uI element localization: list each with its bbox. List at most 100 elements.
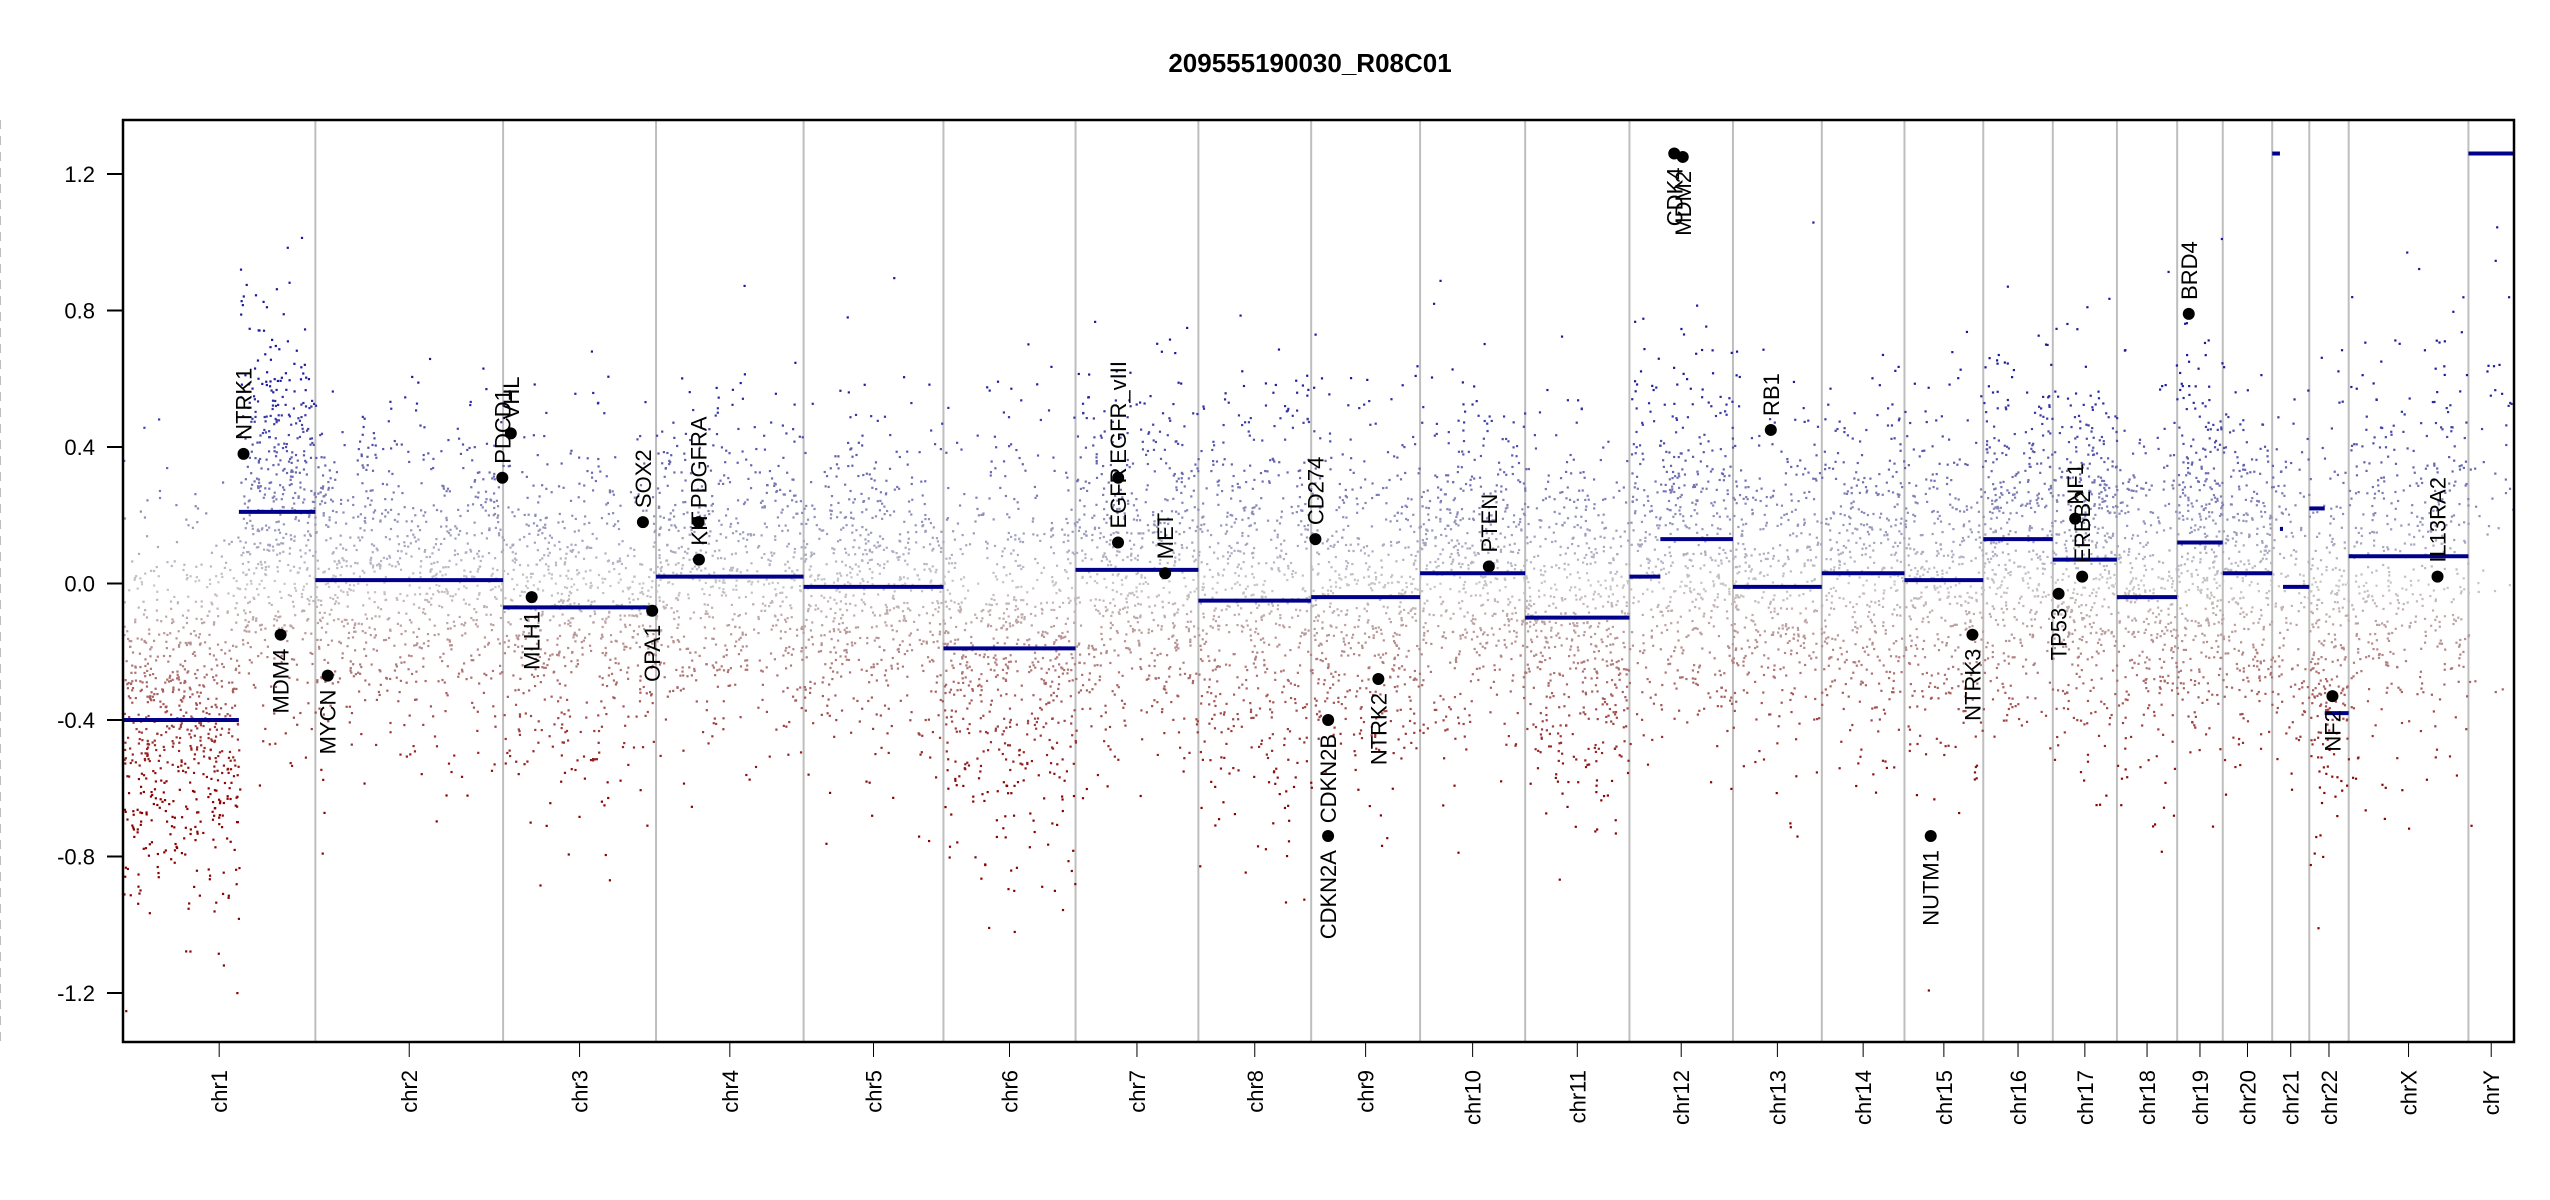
probe-point xyxy=(309,437,312,440)
probe-point xyxy=(769,652,773,655)
probe-point xyxy=(1181,571,1184,574)
probe-point xyxy=(151,695,154,698)
probe-point xyxy=(278,552,282,555)
probe-point xyxy=(294,517,297,521)
probe-point xyxy=(838,572,841,575)
probe-point xyxy=(578,628,581,631)
probe-point xyxy=(322,485,325,488)
probe-point xyxy=(260,563,263,566)
probe-point xyxy=(974,856,977,859)
probe-point xyxy=(576,573,579,576)
probe-point xyxy=(574,633,577,636)
probe-point xyxy=(352,663,355,666)
probe-point xyxy=(650,586,653,589)
probe-point xyxy=(360,623,363,626)
probe-point xyxy=(726,624,729,627)
probe-point xyxy=(268,743,271,746)
probe-point xyxy=(1067,489,1070,492)
probe-point xyxy=(724,514,728,517)
probe-point xyxy=(348,583,352,587)
probe-point xyxy=(388,563,391,566)
probe-point xyxy=(406,534,409,538)
probe-point xyxy=(190,747,193,750)
probe-point xyxy=(883,563,886,566)
probe-point xyxy=(1077,596,1080,599)
probe-point xyxy=(922,640,925,643)
probe-point xyxy=(226,713,229,716)
probe-point xyxy=(785,646,788,650)
probe-point xyxy=(1168,338,1172,341)
probe-point xyxy=(708,428,711,431)
probe-point xyxy=(786,471,789,474)
probe-point xyxy=(1019,540,1022,543)
probe-point xyxy=(804,646,808,649)
probe-point xyxy=(445,794,448,797)
probe-point xyxy=(480,503,483,507)
probe-point xyxy=(906,601,909,605)
probe-point xyxy=(220,679,223,683)
probe-point xyxy=(138,738,141,741)
probe-point xyxy=(286,246,289,249)
probe-point xyxy=(563,713,566,716)
probe-point xyxy=(854,413,858,417)
probe-point xyxy=(945,669,948,672)
probe-point xyxy=(763,522,767,525)
probe-point xyxy=(914,524,917,527)
probe-point xyxy=(1052,691,1055,695)
probe-point xyxy=(771,601,774,604)
probe-point xyxy=(232,775,236,778)
probe-point xyxy=(809,629,812,632)
probe-point xyxy=(638,645,641,649)
probe-point xyxy=(1192,412,1195,415)
probe-point xyxy=(550,577,553,580)
probe-point xyxy=(639,691,642,694)
probe-point xyxy=(1010,869,1013,872)
probe-point xyxy=(379,520,382,523)
probe-point xyxy=(286,639,289,643)
probe-point xyxy=(1007,792,1010,795)
probe-point xyxy=(156,803,159,807)
probe-point xyxy=(852,546,855,549)
probe-point xyxy=(271,338,274,341)
probe-point xyxy=(230,628,233,631)
probe-point xyxy=(345,522,348,525)
probe-point xyxy=(1075,597,1078,600)
probe-point xyxy=(704,567,707,570)
probe-point xyxy=(253,542,256,546)
probe-point xyxy=(519,617,522,621)
probe-point xyxy=(570,550,574,553)
probe-point xyxy=(221,814,224,817)
probe-point xyxy=(705,532,709,535)
probe-point xyxy=(429,570,432,573)
probe-point xyxy=(1055,695,1058,698)
probe-point xyxy=(638,582,641,585)
probe-point xyxy=(1148,674,1151,677)
probe-point xyxy=(728,452,731,455)
probe-point xyxy=(547,568,550,571)
probe-point xyxy=(267,450,271,453)
probe-point xyxy=(623,623,627,626)
probe-point xyxy=(349,666,352,670)
probe-point xyxy=(126,683,129,686)
probe-point xyxy=(491,669,495,673)
probe-point xyxy=(1156,701,1159,704)
probe-point xyxy=(278,348,281,351)
probe-point xyxy=(653,530,656,534)
probe-point xyxy=(262,329,266,332)
probe-point xyxy=(607,375,610,378)
probe-point xyxy=(1073,610,1076,613)
probe-point xyxy=(1063,569,1067,572)
probe-point xyxy=(665,559,668,562)
probe-point xyxy=(237,536,240,539)
probe-point xyxy=(805,504,808,508)
probe-point xyxy=(748,580,751,583)
probe-point xyxy=(547,565,550,568)
probe-point xyxy=(190,715,193,718)
probe-point xyxy=(1018,754,1021,757)
probe-point xyxy=(712,637,715,641)
probe-point xyxy=(141,739,144,742)
probe-point xyxy=(133,576,137,580)
probe-point xyxy=(757,617,760,621)
probe-point xyxy=(854,642,857,645)
probe-point xyxy=(359,513,362,516)
